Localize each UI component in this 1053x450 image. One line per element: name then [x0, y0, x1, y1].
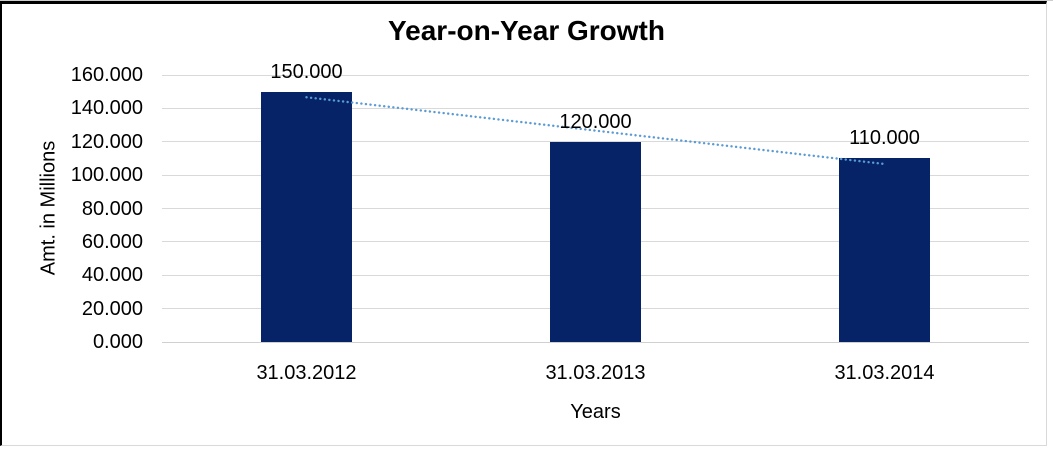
y-tick-label: 140.000 [70, 97, 143, 120]
bar-31.03.2012[interactable] [261, 91, 352, 342]
x-category-label: 31.03.2012 [256, 362, 357, 384]
y-tick-label: 20.000 [81, 297, 143, 320]
gridline [162, 341, 1029, 343]
y-tick-label: 40.000 [81, 264, 143, 287]
bar-31.03.2014[interactable] [839, 158, 930, 342]
data-label: 110.000 [849, 127, 920, 150]
data-label: 120.000 [559, 110, 632, 133]
bar-31.03.2013[interactable] [550, 141, 641, 342]
y-tick-label: 0.000 [92, 331, 143, 353]
y-tick-label: 60.000 [81, 230, 143, 253]
x-category-label: 31.03.2014 [834, 362, 935, 384]
y-tick-label: 100.000 [70, 164, 143, 187]
y-tick-label: 120.000 [70, 130, 143, 153]
data-label: 150.000 [270, 60, 343, 83]
y-tick-label: 160.000 [70, 64, 143, 86]
gridline [162, 74, 1029, 76]
x-axis-title: Years [570, 401, 621, 423]
chart-title: Year-on-Year Growth [388, 15, 665, 46]
y-tick-label: 80.000 [81, 197, 143, 220]
x-category-label: 31.03.2013 [545, 362, 646, 384]
window-top-edge [0, 0, 1053, 1]
